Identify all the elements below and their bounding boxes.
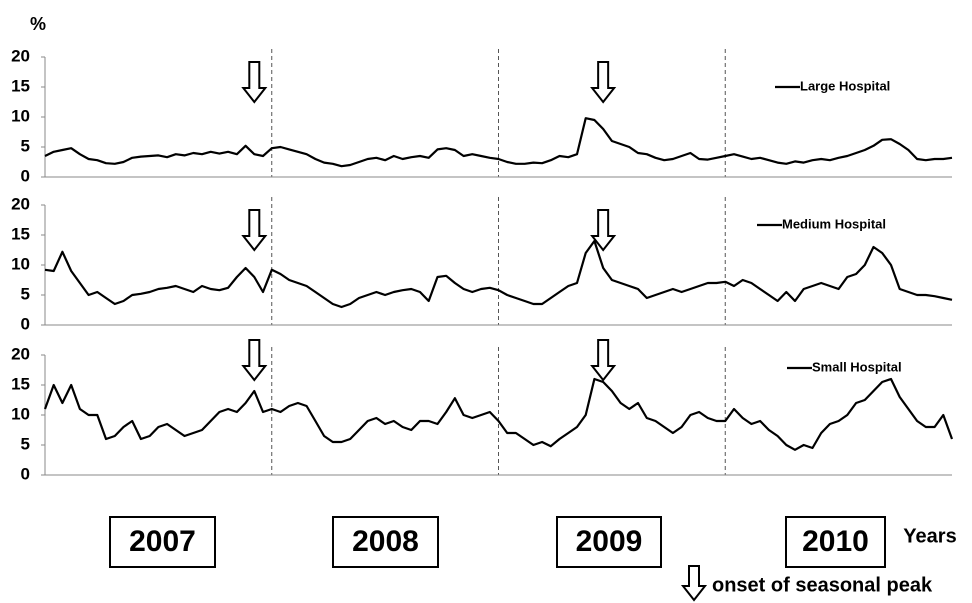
- year-box: [332, 516, 439, 568]
- y-tick-label: 0: [21, 464, 30, 483]
- y-tick-label: 10: [11, 106, 30, 125]
- y-tick-label: 15: [11, 76, 30, 95]
- y-tick-label: 5: [21, 434, 30, 453]
- onset-arrow: [241, 339, 268, 382]
- data-line: [43, 377, 954, 451]
- y-unit-label: %: [30, 14, 46, 34]
- y-tick-label: 0: [21, 166, 30, 185]
- y-tick-label: 5: [21, 136, 30, 155]
- data-line: [44, 239, 953, 309]
- year-label: 2009: [576, 525, 643, 558]
- y-tick-label: 15: [11, 224, 30, 243]
- legend-label: Medium Hospital: [782, 216, 886, 231]
- y-tick-label: 15: [11, 374, 30, 393]
- y-tick-label: 20: [11, 194, 30, 213]
- onset-legend-label: onset of seasonal peak: [712, 574, 933, 596]
- year-box: [785, 516, 886, 568]
- onset-arrow: [241, 209, 268, 252]
- x-axis-label: Years: [903, 525, 956, 547]
- year-label: 2007: [129, 525, 196, 558]
- year-label: 2008: [352, 525, 419, 558]
- y-tick-label: 0: [21, 314, 30, 333]
- y-tick-label: 10: [11, 254, 30, 273]
- year-label: 2010: [802, 525, 869, 558]
- legend-arrow-icon: [680, 565, 708, 602]
- y-tick-label: 20: [11, 344, 30, 363]
- onset-arrow: [590, 209, 617, 252]
- y-tick-label: 10: [11, 404, 30, 423]
- year-box: [109, 516, 216, 568]
- onset-arrow: [241, 61, 268, 104]
- onset-arrow: [590, 339, 617, 382]
- onset-arrow: [590, 61, 617, 104]
- legend-label: Small Hospital: [812, 359, 902, 374]
- y-tick-label: 5: [21, 284, 30, 303]
- y-tick-label: 20: [11, 46, 30, 65]
- data-line: [44, 117, 953, 168]
- year-box: [556, 516, 662, 568]
- legend-label: Large Hospital: [800, 78, 890, 93]
